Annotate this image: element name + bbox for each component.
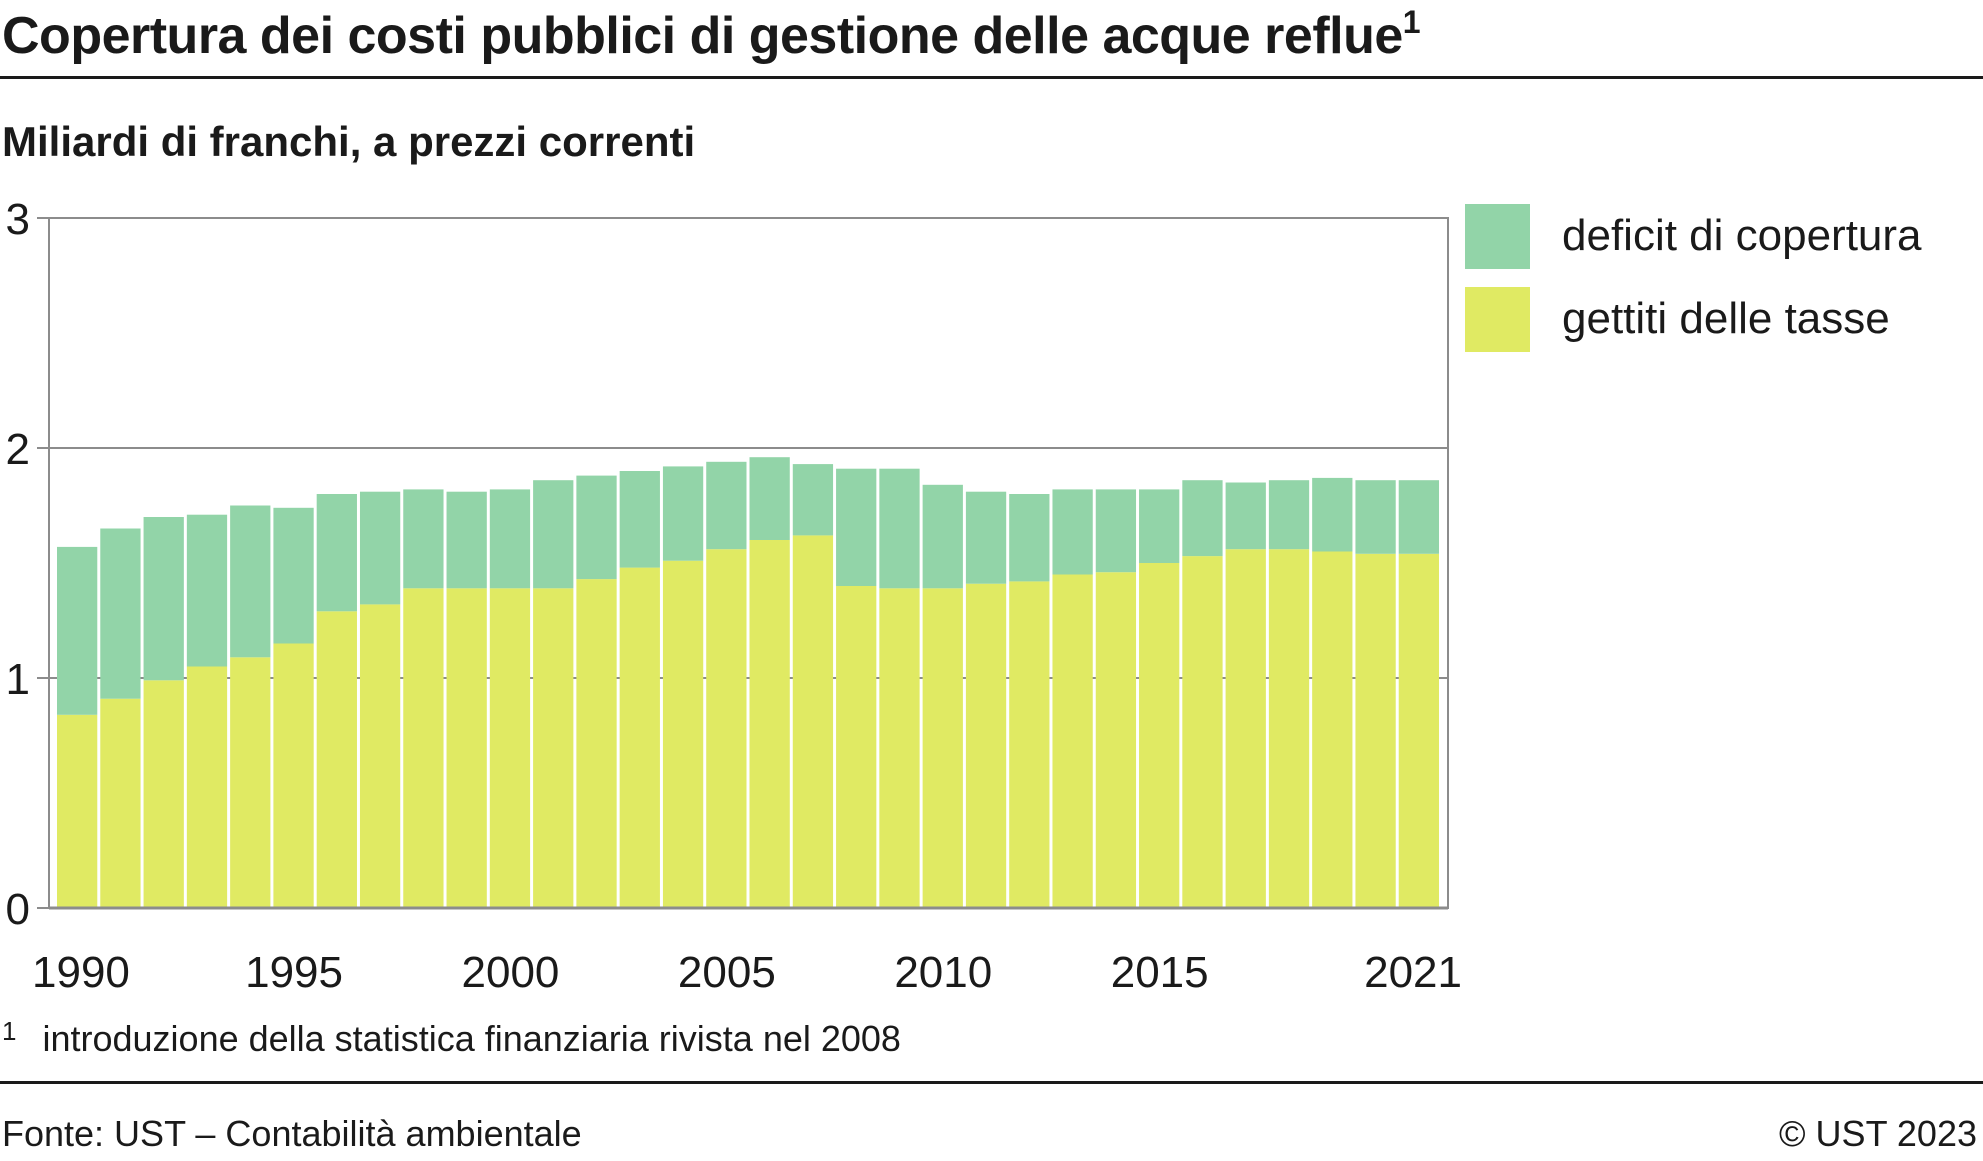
- chart-subtitle: Miliardi di franchi, a prezzi correnti: [2, 118, 696, 165]
- bar-deficit-2011: [965, 491, 1007, 584]
- bar-tasse-2019: [1312, 551, 1353, 908]
- bar-tasse-2015: [1139, 563, 1180, 908]
- chart-title-text: Copertura dei costi pubblici di gestione…: [2, 7, 1403, 65]
- bar-tasse-2008: [836, 586, 877, 908]
- legend-label-tasse: gettiti delle tasse: [1562, 294, 1890, 343]
- bar-tasse-1991: [100, 698, 141, 908]
- bar-deficit-2005: [706, 461, 747, 550]
- footnote-text: introduzione della statistica finanziari…: [42, 1018, 901, 1059]
- bar-tasse-2000: [489, 588, 531, 908]
- bar-tasse-2001: [533, 588, 574, 908]
- legend-swatch-tasse: [1465, 286, 1530, 352]
- bar-tasse-2005: [706, 549, 747, 908]
- bar-tasse-1993: [186, 666, 228, 908]
- bar-tasse-1996: [316, 611, 357, 908]
- bar-tasse-1999: [446, 588, 487, 908]
- stacked-bar-chart: 0 1 2 3 1990 1995 2000 2005 2010 2015 2021: [6, 195, 1460, 997]
- x-tick-label-1995: 1995: [245, 948, 343, 997]
- bar-deficit-1991: [100, 528, 141, 699]
- footnote-mark: 1: [2, 1016, 17, 1046]
- bar-tasse-2018: [1268, 549, 1310, 908]
- bar-tasse-1997: [359, 604, 401, 908]
- legend-item-tasse: gettiti delle tasse: [1465, 286, 1922, 352]
- bar-deficit-2014: [1095, 489, 1137, 573]
- bar-tasse-1992: [143, 680, 184, 908]
- bar-deficit-2018: [1268, 480, 1310, 550]
- top-rule: [0, 76, 1983, 79]
- y-tick-label-1: 1: [6, 655, 30, 704]
- bar-deficit-2017: [1225, 482, 1266, 550]
- bar-tasse-2012: [1009, 581, 1050, 908]
- bar-tasse-2009: [879, 588, 920, 908]
- bar-deficit-2009: [879, 468, 920, 589]
- bar-deficit-2000: [489, 489, 531, 589]
- bar-deficit-1993: [186, 514, 228, 667]
- copyright-text: © UST 2023: [1779, 1113, 1977, 1154]
- bar-tasse-2004: [662, 560, 704, 908]
- bar-tasse-2011: [965, 583, 1007, 908]
- bar-deficit-2006: [749, 457, 790, 540]
- bar-deficit-1996: [316, 494, 357, 612]
- bar-deficit-1997: [359, 491, 401, 605]
- bar-tasse-1990: [57, 714, 98, 908]
- y-tick-label-3: 3: [6, 195, 30, 244]
- legend-item-deficit: deficit di copertura: [1465, 203, 1922, 269]
- bar-tasse-1994: [230, 657, 271, 908]
- bar-deficit-2012: [1009, 494, 1050, 582]
- bar-deficit-2010: [922, 484, 963, 589]
- bar-tasse-2007: [792, 535, 834, 908]
- bar-tasse-2003: [619, 567, 660, 908]
- title-footnote-mark: 1: [1402, 4, 1421, 40]
- bar-tasse-2006: [749, 540, 790, 908]
- bar-deficit-2003: [619, 471, 660, 568]
- x-tick-label-2005: 2005: [678, 948, 776, 997]
- bar-deficit-1998: [403, 489, 444, 589]
- bar-deficit-2013: [1052, 489, 1093, 575]
- chart-title: Copertura dei costi pubblici di gestione…: [2, 4, 1421, 66]
- bar-deficit-2008: [836, 468, 877, 586]
- bar-deficit-2007: [792, 464, 834, 536]
- bar-deficit-2015: [1139, 489, 1180, 563]
- bar-deficit-2020: [1355, 480, 1396, 554]
- bar-tasse-2021: [1398, 553, 1439, 908]
- bar-tasse-2013: [1052, 574, 1093, 908]
- legend-swatch-deficit: [1465, 203, 1530, 269]
- bar-deficit-2021: [1398, 480, 1439, 554]
- y-tick-label-2: 2: [6, 425, 30, 474]
- bar-tasse-2020: [1355, 553, 1396, 908]
- bar-deficit-2019: [1312, 477, 1353, 552]
- bar-tasse-1995: [273, 643, 314, 908]
- x-tick-label-2000: 2000: [462, 948, 560, 997]
- bar-deficit-2004: [662, 466, 704, 561]
- legend-label-deficit: deficit di copertura: [1562, 211, 1922, 260]
- bar-tasse-2017: [1225, 549, 1266, 908]
- bar-deficit-2001: [533, 480, 574, 589]
- bar-deficit-1999: [446, 491, 487, 589]
- bar-deficit-1994: [230, 505, 271, 658]
- footnote: 1 introduzione della statistica finanziar…: [2, 1016, 901, 1060]
- x-tick-label-2021: 2021: [1364, 948, 1460, 997]
- bar-tasse-1998: [403, 588, 444, 908]
- x-tick-label-1990: 1990: [32, 948, 130, 997]
- x-tick-label-2015: 2015: [1111, 948, 1209, 997]
- bar-tasse-2002: [576, 579, 617, 908]
- bar-deficit-2002: [576, 475, 617, 580]
- bar-deficit-1990: [57, 546, 98, 715]
- bottom-rule: [0, 1081, 1983, 1084]
- bar-tasse-2016: [1182, 556, 1223, 908]
- source-text: Fonte: UST – Contabilità ambientale: [2, 1113, 582, 1154]
- bar-tasse-2010: [922, 588, 963, 908]
- chart-legend: deficit di copertura gettiti delle tasse: [1465, 203, 1922, 369]
- bar-deficit-1992: [143, 517, 184, 681]
- bar-tasse-2014: [1095, 572, 1137, 908]
- bar-deficit-1995: [273, 507, 314, 644]
- x-tick-label-2010: 2010: [894, 948, 992, 997]
- y-tick-label-0: 0: [6, 885, 30, 934]
- bar-deficit-2016: [1182, 480, 1223, 557]
